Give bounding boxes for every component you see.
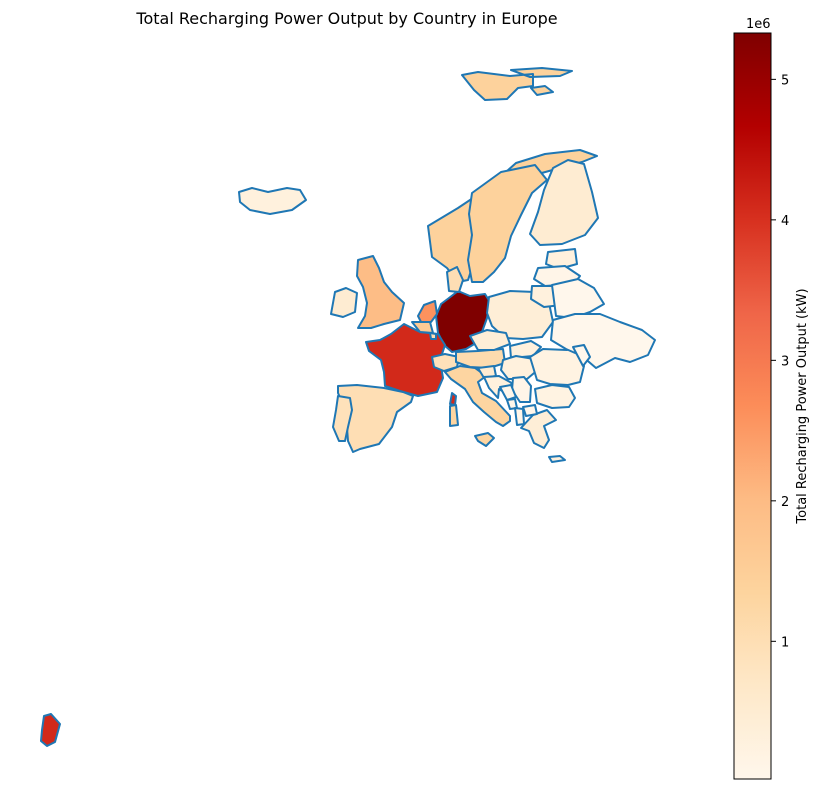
country-belarus: Belarus [551,278,605,319]
map-title: Total Recharging Power Output by Country… [135,9,557,28]
country-north-macedonia: North Macedonia [522,404,538,417]
country-denmark: Denmark [446,266,464,293]
country-cyprus: Cyprus [548,455,566,463]
country-sweden: Sweden [467,164,548,283]
country-slovakia: Slovakia [509,340,542,359]
colorbar-gradient [733,32,772,780]
country-iceland: Iceland [238,187,307,215]
colorbar-tick-label: 4 [781,214,789,229]
colorbar: 1e6 1 2 3 4 5 Total Recharging Power Output … [733,17,810,780]
country-layer: GermanyFranceFrench GuianaCorsicaNetherl… [40,67,656,747]
country-switzerland: Switzerland [431,353,460,372]
country-estonia: Estonia [545,248,578,270]
country-portugal: Portugal [332,395,353,442]
country-moldova: Moldova [572,344,591,367]
country-czechia: Czechia [469,329,511,351]
colorbar-scale-label: 1e6 [746,17,771,32]
country-hungary: Hungary [500,355,541,380]
country-finland: Finland [529,159,599,246]
country-united-kingdom: United Kingdom [356,255,405,329]
colorbar-tick-label: 1 [781,635,789,650]
country-corsica: Corsica [449,392,457,406]
colorbar-tick-label: 3 [781,354,789,369]
country-netherlands: Netherlands [417,300,438,323]
country-ukraine: Ukraine [550,313,656,369]
country-ireland: Ireland [330,287,358,318]
country-sardinia: Sardinia [449,404,459,427]
country-greece: Greece [520,409,557,449]
colorbar-ticks: 1 2 3 4 5 [771,73,789,650]
colorbar-tick-label: 2 [781,495,789,510]
country-bosnia-and-herzegovina: Bosnia and Herzegovina [499,384,517,401]
country-french-guiana: French Guiana [40,713,61,747]
country-luxembourg: Luxembourg [429,332,437,340]
country-austria: Austria [455,348,506,369]
country-romania: Romania [529,344,585,386]
country-svalbard: Svalbard [461,67,573,101]
country-sicily: Sicily [474,432,495,447]
colorbar-tick-label: 5 [781,73,789,88]
colorbar-label: Total Recharging Power Output (kW) [795,288,810,524]
country-albania: Albania [514,407,525,426]
country-bulgaria: Bulgaria [534,384,576,409]
